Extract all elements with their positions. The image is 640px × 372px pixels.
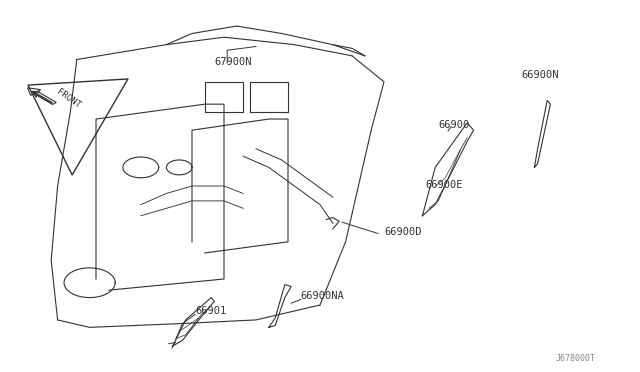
Text: 67900N: 67900N <box>214 57 252 67</box>
Text: 66900E: 66900E <box>426 180 463 190</box>
Text: 66900: 66900 <box>438 120 470 130</box>
Text: FRONT: FRONT <box>54 87 81 110</box>
Text: J678000T: J678000T <box>556 354 595 363</box>
Text: 66901: 66901 <box>195 306 227 316</box>
Text: 66900NA: 66900NA <box>301 291 344 301</box>
Text: 66900N: 66900N <box>522 70 559 80</box>
Text: 66900D: 66900D <box>384 227 422 237</box>
